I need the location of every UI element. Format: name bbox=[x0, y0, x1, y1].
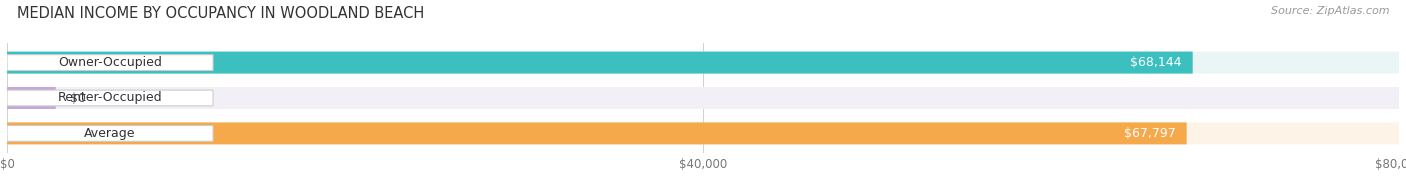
FancyBboxPatch shape bbox=[7, 87, 56, 109]
Text: MEDIAN INCOME BY OCCUPANCY IN WOODLAND BEACH: MEDIAN INCOME BY OCCUPANCY IN WOODLAND B… bbox=[17, 6, 425, 21]
Text: Average: Average bbox=[84, 127, 136, 140]
Text: Renter-Occupied: Renter-Occupied bbox=[58, 92, 162, 104]
FancyBboxPatch shape bbox=[7, 52, 1192, 74]
Text: $68,144: $68,144 bbox=[1130, 56, 1181, 69]
FancyBboxPatch shape bbox=[7, 52, 1399, 74]
FancyBboxPatch shape bbox=[7, 55, 214, 71]
FancyBboxPatch shape bbox=[7, 122, 1399, 144]
Text: $0: $0 bbox=[70, 92, 86, 104]
FancyBboxPatch shape bbox=[7, 122, 1187, 144]
FancyBboxPatch shape bbox=[7, 87, 1399, 109]
Text: $67,797: $67,797 bbox=[1123, 127, 1175, 140]
FancyBboxPatch shape bbox=[7, 125, 214, 141]
FancyBboxPatch shape bbox=[7, 90, 214, 106]
Text: Source: ZipAtlas.com: Source: ZipAtlas.com bbox=[1271, 6, 1389, 16]
Text: Owner-Occupied: Owner-Occupied bbox=[58, 56, 162, 69]
